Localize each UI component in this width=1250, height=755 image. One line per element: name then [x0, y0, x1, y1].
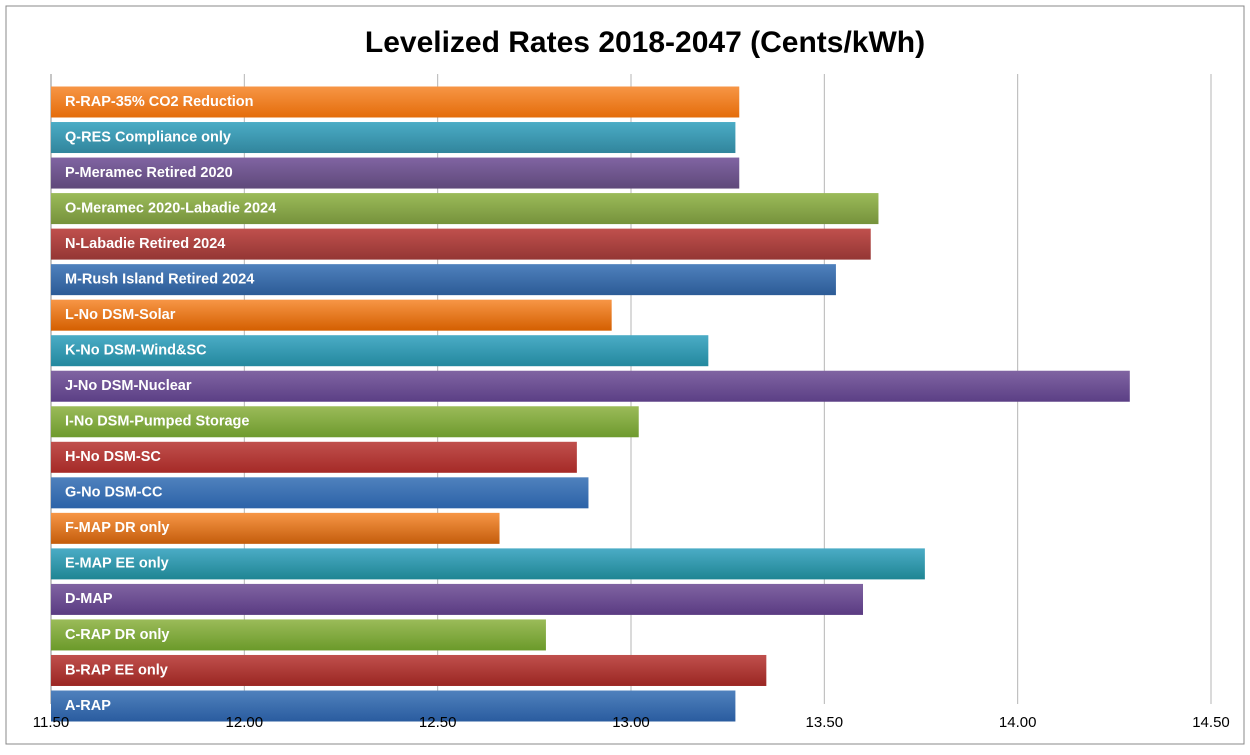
bar	[51, 370, 1130, 402]
bar-label: L-No DSM-Solar	[65, 307, 176, 323]
bar	[51, 157, 740, 189]
bar	[51, 264, 836, 296]
bar	[51, 441, 577, 473]
bar	[51, 335, 709, 367]
bar-label: R-RAP-35% CO2 Reduction	[65, 94, 254, 110]
bar	[51, 122, 736, 154]
bar	[51, 512, 500, 544]
bar-label: Q-RES Compliance only	[65, 129, 231, 145]
bar-label: C-RAP DR only	[65, 627, 169, 643]
bar-label: D-MAP	[65, 591, 113, 607]
bar-label: H-No DSM-SC	[65, 449, 161, 465]
bar	[51, 654, 767, 686]
x-tick-label: 12.00	[226, 714, 264, 731]
bar-label: E-MAP EE only	[65, 556, 169, 572]
bars: R-RAP-35% CO2 Reduction Q-RES Compliance …	[51, 86, 1130, 722]
bar-label: J-No DSM-Nuclear	[65, 378, 192, 394]
x-axis: 11.50 12.00 12.50 13.00 13.50 14.00 14.50	[33, 714, 1230, 731]
bar-label: N-Labadie Retired 2024	[65, 236, 225, 252]
bar-label: O-Meramec 2020-Labadie 2024	[65, 200, 276, 216]
bar-label: F-MAP DR only	[65, 520, 169, 536]
bar-label: P-Meramec Retired 2020	[65, 165, 233, 181]
bar-label: I-No DSM-Pumped Storage	[65, 414, 249, 430]
x-tick-label: 13.50	[806, 714, 844, 731]
bar	[51, 619, 546, 651]
bar-label: A-RAP	[65, 698, 111, 714]
bar-label: G-No DSM-CC	[65, 485, 163, 501]
bar-label: M-Rush Island Retired 2024	[65, 271, 254, 287]
x-tick-label: 12.50	[419, 714, 457, 731]
x-tick-label: 11.50	[33, 714, 69, 731]
bar	[51, 690, 736, 722]
bar	[51, 193, 879, 225]
bar-label: K-No DSM-Wind&SC	[65, 343, 207, 359]
x-tick-label: 13.00	[612, 714, 650, 731]
x-tick-label: 14.00	[999, 714, 1037, 731]
bar	[51, 228, 871, 260]
bar-label: B-RAP EE only	[65, 662, 168, 678]
bar	[51, 477, 589, 509]
bar	[51, 406, 639, 438]
bar	[51, 548, 925, 580]
x-tick-label: 14.50	[1192, 714, 1230, 731]
bar	[51, 583, 863, 615]
bar	[51, 86, 740, 118]
bar	[51, 299, 612, 331]
chart-title: Levelized Rates 2018-2047 (Cents/kWh)	[365, 26, 925, 59]
